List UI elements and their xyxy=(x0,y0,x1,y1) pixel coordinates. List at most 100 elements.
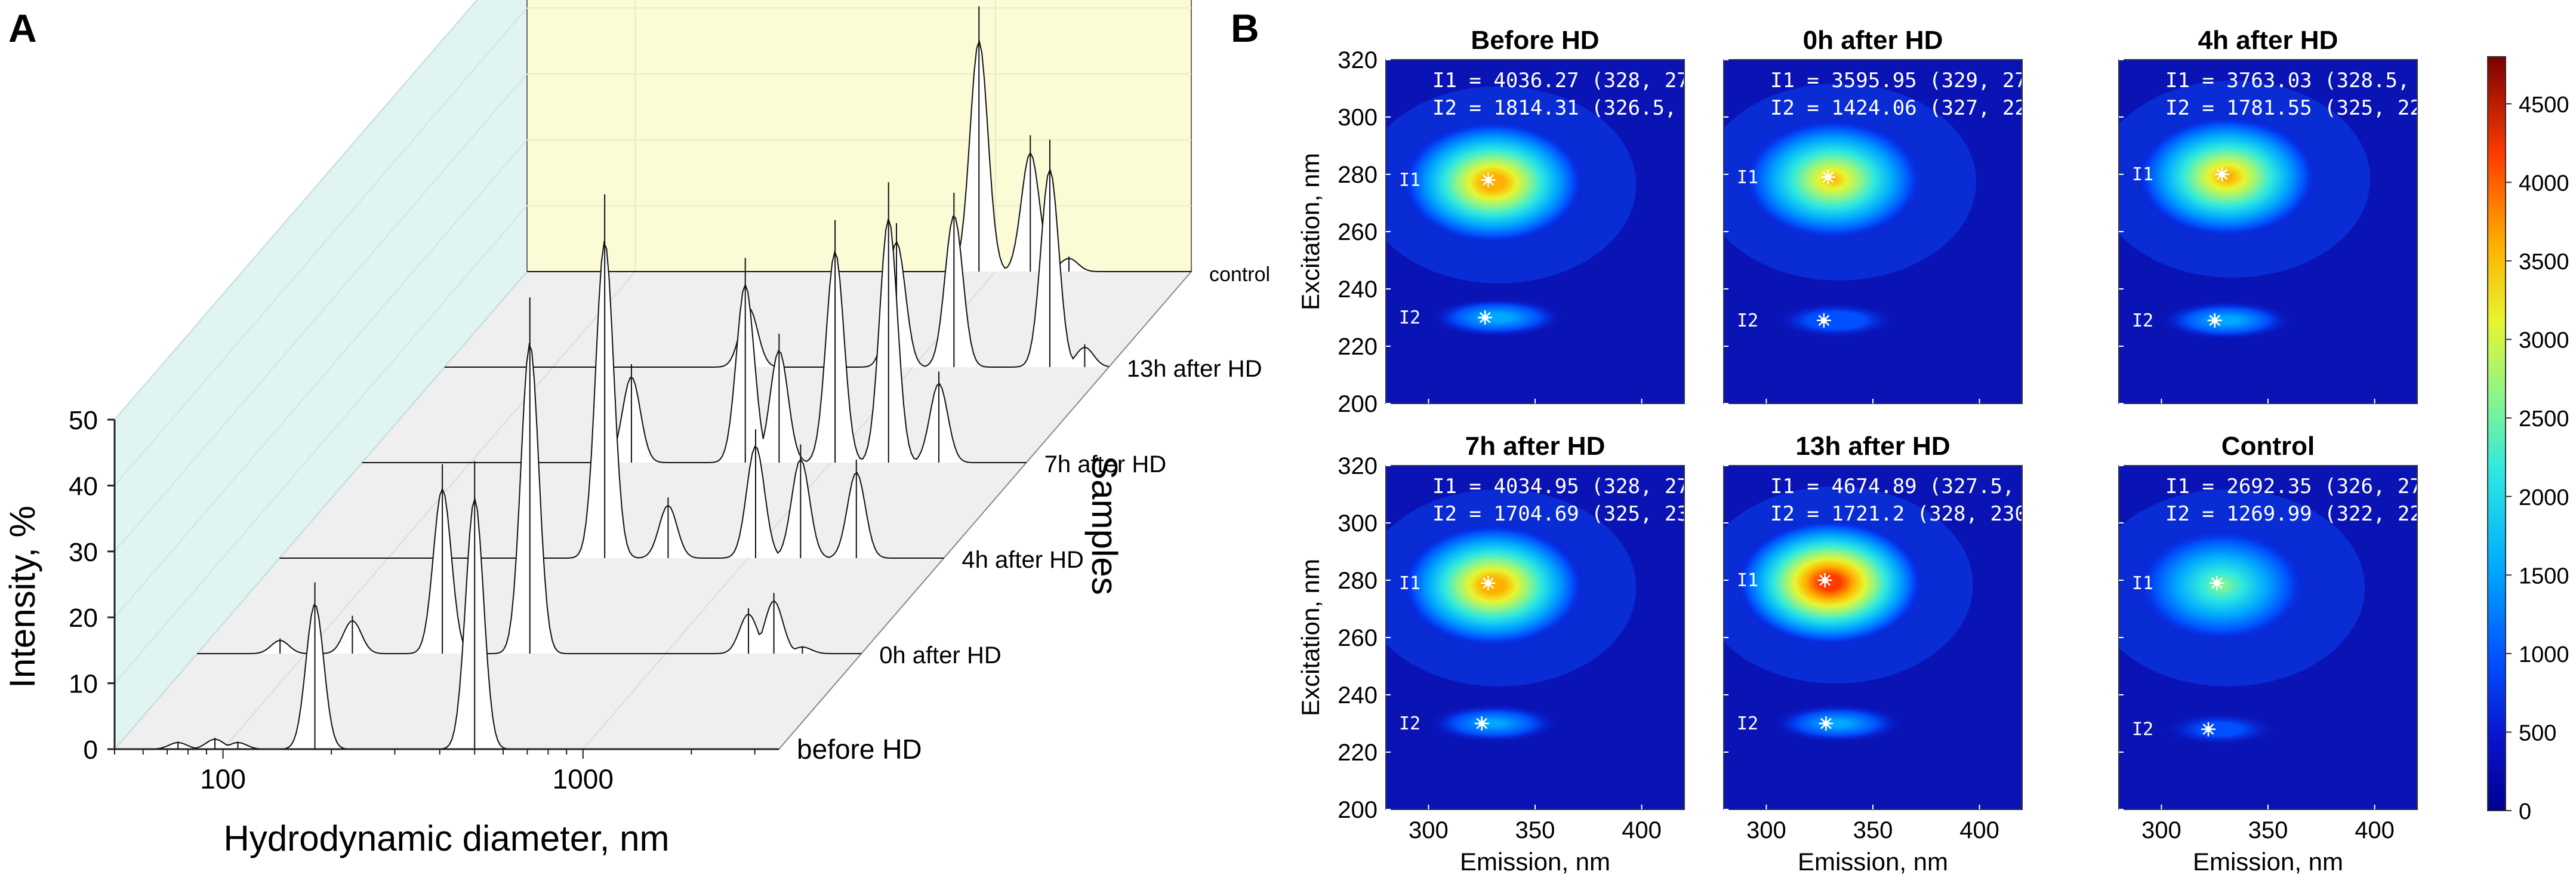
i1-marker xyxy=(1481,173,1496,187)
i1-marker xyxy=(2210,575,2224,590)
y-axis-label: Excitation, nm xyxy=(1296,153,1324,310)
a-side-gridline xyxy=(114,205,528,684)
x-axis-label: Emission, nm xyxy=(1798,848,1948,876)
a-series-label: before HD xyxy=(797,734,922,765)
i2-annotation: I2 = 1814.31 (326.5, 230) xyxy=(1432,96,1738,120)
a-ylabel: Intensity, % xyxy=(2,506,42,688)
i1-annotation: I1 = 4034.95 (328, 279) xyxy=(1432,475,1714,498)
x-tick-label: 350 xyxy=(1515,817,1555,843)
a-series-fill xyxy=(362,218,1027,463)
scatter-band xyxy=(1386,60,1471,255)
colorbar-tick-label: 4500 xyxy=(2519,93,2569,118)
a-side-gridline xyxy=(114,7,528,486)
y-tick-label: 280 xyxy=(1338,568,1378,594)
heatmap-peak-i2 xyxy=(1748,697,1928,750)
a-zlabel: Samples xyxy=(1084,455,1124,595)
x-tick-label: 400 xyxy=(1959,817,1999,843)
i2-label: I2 xyxy=(1737,713,1758,734)
a-series-control: control xyxy=(527,6,1270,286)
y-tick-label: 300 xyxy=(1338,510,1378,537)
heatmap-4h-after-hd: I1 I2 I1 = 3763.03 (328.5, 280) I2 = 1781.5… xyxy=(2118,26,2471,404)
y-tick-label: 320 xyxy=(1338,47,1378,73)
y-tick-label: 280 xyxy=(1338,162,1378,188)
i1-annotation: I1 = 3595.95 (329, 279) xyxy=(1770,69,2051,93)
a-side-gridline xyxy=(114,271,528,750)
heatmap-7h-after-hd: I1 I2 I1 = 4034.95 (328, 279) I2 = 1704.69 … xyxy=(1296,432,1714,876)
heatmap-title: Before HD xyxy=(1471,26,1599,55)
a-series-0h-after-hd: 0h after HD xyxy=(197,297,1002,669)
a-series-line xyxy=(362,216,1027,463)
heatmap-peak-i1 xyxy=(1388,515,1598,656)
a-series-fill xyxy=(279,242,944,558)
y-tick-label: 200 xyxy=(1338,797,1378,823)
heatmap-peak-i1 xyxy=(2122,106,2332,247)
a-series-label: control xyxy=(1209,263,1270,286)
heatmap-peak-i2 xyxy=(1404,697,1583,750)
a-xtick-label: 1000 xyxy=(553,763,614,795)
heatmap-0h-after-hd: I1 I2 I1 = 3595.95 (329, 279) I2 = 1424.06 … xyxy=(1723,26,2051,404)
heatmap-body xyxy=(2119,60,2417,404)
i2-marker xyxy=(1819,716,1834,731)
i1-marker xyxy=(1481,575,1496,590)
a-series-4h-after-hd: 4h after HD xyxy=(279,194,1084,573)
x-axis-label: Emission, nm xyxy=(1460,848,1610,876)
colorbar-tick-label: 500 xyxy=(2519,720,2556,746)
x-tick-label: 350 xyxy=(1853,817,1893,843)
i2-marker xyxy=(1816,313,1831,328)
a-series-label: 4h after HD xyxy=(962,547,1084,573)
heatmap-title: Control xyxy=(2221,432,2315,461)
a-ytick-label: 50 xyxy=(69,406,98,435)
a-series-before-hd: before HD xyxy=(115,461,922,765)
heatmap-peak-i1 xyxy=(1725,512,1934,653)
a-ytick-label: 40 xyxy=(69,472,98,501)
a-floor-gridline xyxy=(222,271,636,750)
a-side-gridline xyxy=(114,139,528,618)
heatmap-body xyxy=(2119,466,2417,809)
x-tick-label: 300 xyxy=(1746,817,1786,843)
a-side-gridline xyxy=(114,0,478,420)
i2-marker xyxy=(1474,716,1489,731)
i1-marker xyxy=(2215,167,2230,181)
y-tick-label: 220 xyxy=(1338,740,1378,766)
i2-annotation: I2 = 1424.06 (327, 229) xyxy=(1770,96,2051,120)
a-ytick-label: 10 xyxy=(69,670,98,699)
heatmap-body xyxy=(1386,60,1684,404)
a-xlabel: Hydrodynamic diameter, nm xyxy=(224,818,670,858)
heatmap-peak-i1 xyxy=(1728,109,1937,250)
heatmap-body xyxy=(1724,466,2022,809)
a-ytick-label: 30 xyxy=(69,538,98,567)
i1-annotation: I1 = 3763.03 (328.5, 280) xyxy=(2165,69,2471,93)
i2-annotation: I2 = 1781.55 (325, 229) xyxy=(2165,96,2446,120)
scatter-band xyxy=(1386,466,1471,661)
a-series-fill xyxy=(197,344,862,654)
i2-marker xyxy=(2207,313,2222,328)
a-ytick-label: 0 xyxy=(84,735,98,765)
x-tick-label: 400 xyxy=(1622,817,1662,843)
i1-label: I1 xyxy=(1399,573,1421,594)
i1-label: I1 xyxy=(1399,170,1421,191)
a-xtick-label: 100 xyxy=(200,763,246,795)
y-tick-label: 220 xyxy=(1338,334,1378,360)
heatmap-title: 4h after HD xyxy=(2198,26,2338,55)
colorbar-tick-label: 1000 xyxy=(2519,642,2569,667)
heatmap-control: I1 I2 I1 = 2692.35 (326, 279) I2 = 1269.99 … xyxy=(2118,432,2446,876)
heatmap-title: 0h after HD xyxy=(1803,26,1943,55)
y-tick-label: 260 xyxy=(1338,219,1378,245)
y-tick-label: 320 xyxy=(1338,453,1378,479)
i1-marker xyxy=(1821,170,1835,184)
y-tick-label: 240 xyxy=(1338,276,1378,303)
colorbar-tick-label: 1500 xyxy=(2519,563,2569,589)
heatmap-title: 7h after HD xyxy=(1465,432,1606,461)
panel-a-waterfall-chart: A control 13h after HD 7h after HD 4h after… xyxy=(2,0,1270,858)
i2-label: I2 xyxy=(2132,310,2153,331)
y-tick-label: 260 xyxy=(1338,625,1378,651)
i2-annotation: I2 = 1721.2 (328, 230) xyxy=(1770,502,2039,526)
a-series-fill xyxy=(444,169,1109,367)
panel-a-label: A xyxy=(8,6,37,50)
heatmap-peak-i2 xyxy=(2137,294,2316,347)
colorbar-tick-label: 4000 xyxy=(2519,171,2569,196)
i2-label: I2 xyxy=(1737,310,1758,331)
i1-marker xyxy=(1817,573,1832,587)
i1-label: I1 xyxy=(2132,164,2153,185)
